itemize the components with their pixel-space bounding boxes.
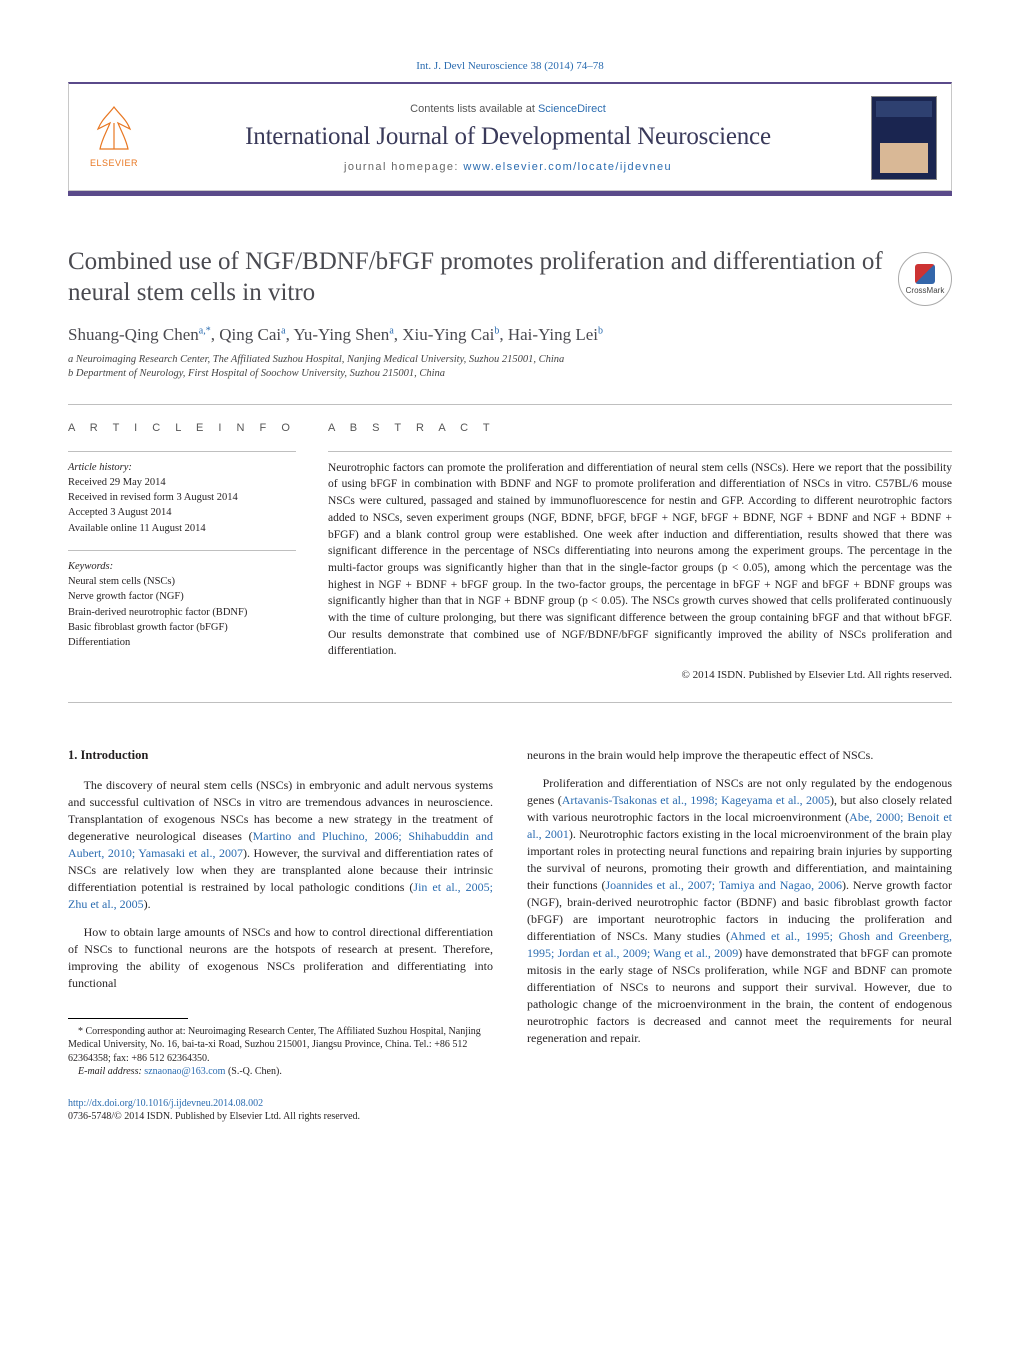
journal-title: International Journal of Developmental N… (161, 123, 855, 151)
rp-e: ) have demonstrated that bFGF can promot… (527, 946, 952, 1045)
affil-b: b Department of Neurology, First Hospita… (68, 367, 898, 382)
cite-3[interactable]: Artavanis-Tsakonas et al., 1998; Kageyam… (562, 793, 830, 807)
right-lead: neurons in the brain would help improve … (527, 747, 952, 764)
abstract-column: a b s t r a c t Neurotrophic factors can… (328, 405, 952, 684)
elsevier-label: ELSEVIER (90, 158, 138, 168)
body-columns: 1. Introduction The discovery of neural … (68, 747, 952, 1079)
email-label: E-mail address: (78, 1066, 144, 1077)
abstract-head: a b s t r a c t (328, 421, 952, 437)
keywords-label: Keywords: (68, 559, 296, 574)
intro-p2: How to obtain large amounts of NSCs and … (68, 924, 493, 992)
doi-link[interactable]: http://dx.doi.org/10.1016/j.ijdevneu.201… (68, 1098, 263, 1109)
header-divider (68, 191, 952, 196)
history-received: Received 29 May 2014 (68, 475, 296, 490)
affiliations: a Neuroimaging Research Center, The Affi… (68, 353, 898, 382)
author-3-sup: b (494, 325, 499, 336)
issn-copyright: 0736-5748/© 2014 ISDN. Published by Else… (68, 1111, 360, 1122)
author-0-sup: a,* (199, 325, 211, 336)
body-right-col: neurons in the brain would help improve … (527, 747, 952, 1079)
journal-header: ELSEVIER Contents lists available at Sci… (68, 82, 952, 191)
header-center: Contents lists available at ScienceDirec… (161, 103, 855, 173)
history-revised: Received in revised form 3 August 2014 (68, 490, 296, 505)
homepage-prefix: journal homepage: (344, 161, 463, 173)
abstract-copyright: © 2014 ISDN. Published by Elsevier Ltd. … (328, 668, 952, 684)
contents-lists-line: Contents lists available at ScienceDirec… (161, 103, 855, 115)
contents-prefix: Contents lists available at (410, 103, 538, 115)
email-line: E-mail address: sznaonao@163.com (S.-Q. … (68, 1065, 493, 1079)
author-4[interactable]: Hai-Ying Lei (508, 325, 598, 344)
page: Int. J. Devl Neuroscience 38 (2014) 74–7… (0, 0, 1020, 1163)
author-3[interactable]: Xiu-Ying Cai (402, 325, 494, 344)
crossmark-icon (915, 264, 935, 284)
affil-a: a Neuroimaging Research Center, The Affi… (68, 353, 898, 368)
info-abstract-row: a r t i c l e i n f o Article history: R… (68, 405, 952, 684)
intro-p1: The discovery of neural stem cells (NSCs… (68, 777, 493, 913)
article-info-head: a r t i c l e i n f o (68, 421, 296, 437)
intro-heading: 1. Introduction (68, 747, 493, 765)
kw-0: Neural stem cells (NSCs) (68, 574, 296, 589)
email-tail: (S.-Q. Chen). (225, 1066, 281, 1077)
elsevier-logo[interactable]: ELSEVIER (83, 103, 145, 173)
info-rule2 (68, 550, 296, 551)
sciencedirect-link[interactable]: ScienceDirect (538, 103, 606, 115)
doi-block: http://dx.doi.org/10.1016/j.ijdevneu.201… (68, 1097, 952, 1123)
info-rule (68, 451, 296, 452)
author-1[interactable]: Qing Cai (219, 325, 281, 344)
abs-rule (328, 451, 952, 452)
author-1-sup: a (281, 325, 285, 336)
journal-cover-thumb[interactable] (871, 96, 937, 180)
kw-1: Nerve growth factor (NGF) (68, 589, 296, 604)
history-label: Article history: (68, 460, 296, 475)
email-link[interactable]: sznaonao@163.com (144, 1066, 225, 1077)
kw-2: Brain-derived neurotrophic factor (BDNF) (68, 605, 296, 620)
homepage-line: journal homepage: www.elsevier.com/locat… (161, 161, 855, 173)
intro-p1-c: ). (144, 897, 151, 911)
homepage-link[interactable]: www.elsevier.com/locate/ijdevneu (463, 161, 672, 173)
history-online: Available online 11 August 2014 (68, 521, 296, 536)
right-p2: Proliferation and differentiation of NSC… (527, 775, 952, 1048)
article-title: Combined use of NGF/BDNF/bFGF promotes p… (68, 246, 898, 309)
footnote-rule (68, 1018, 188, 1019)
author-2-sup: a (389, 325, 393, 336)
authors-line: Shuang-Qing Chena,*, Qing Caia, Yu-Ying … (68, 325, 898, 345)
cite-5[interactable]: Joannides et al., 2007; Tamiya and Nagao… (605, 878, 842, 892)
article-info-column: a r t i c l e i n f o Article history: R… (68, 405, 296, 684)
elsevier-tree-icon (88, 103, 140, 155)
top-citation[interactable]: Int. J. Devl Neuroscience 38 (2014) 74–7… (68, 60, 952, 72)
rule-bottom (68, 702, 952, 703)
body-left-col: 1. Introduction The discovery of neural … (68, 747, 493, 1079)
kw-3: Basic fibroblast growth factor (bFGF) (68, 620, 296, 635)
crossmark-label: CrossMark (906, 286, 945, 295)
abstract-text: Neurotrophic factors can promote the pro… (328, 460, 952, 660)
author-4-sup: b (598, 325, 603, 336)
corresponding-author: * Corresponding author at: Neuroimaging … (68, 1025, 493, 1066)
kw-4: Differentiation (68, 635, 296, 650)
history-accepted: Accepted 3 August 2014 (68, 505, 296, 520)
footnote-block: * Corresponding author at: Neuroimaging … (68, 1025, 493, 1079)
article-head: Combined use of NGF/BDNF/bFGF promotes p… (68, 246, 952, 382)
crossmark-badge[interactable]: CrossMark (898, 252, 952, 306)
author-2[interactable]: Yu-Ying Shen (293, 325, 389, 344)
author-0[interactable]: Shuang-Qing Chen (68, 325, 199, 344)
